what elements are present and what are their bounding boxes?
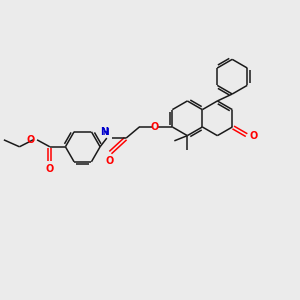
Text: H: H (102, 128, 109, 137)
Text: O: O (151, 122, 159, 132)
Text: N: N (100, 127, 108, 137)
Text: O: O (46, 164, 54, 175)
Text: O: O (250, 130, 258, 141)
Text: O: O (106, 156, 114, 166)
Text: O: O (27, 135, 35, 145)
